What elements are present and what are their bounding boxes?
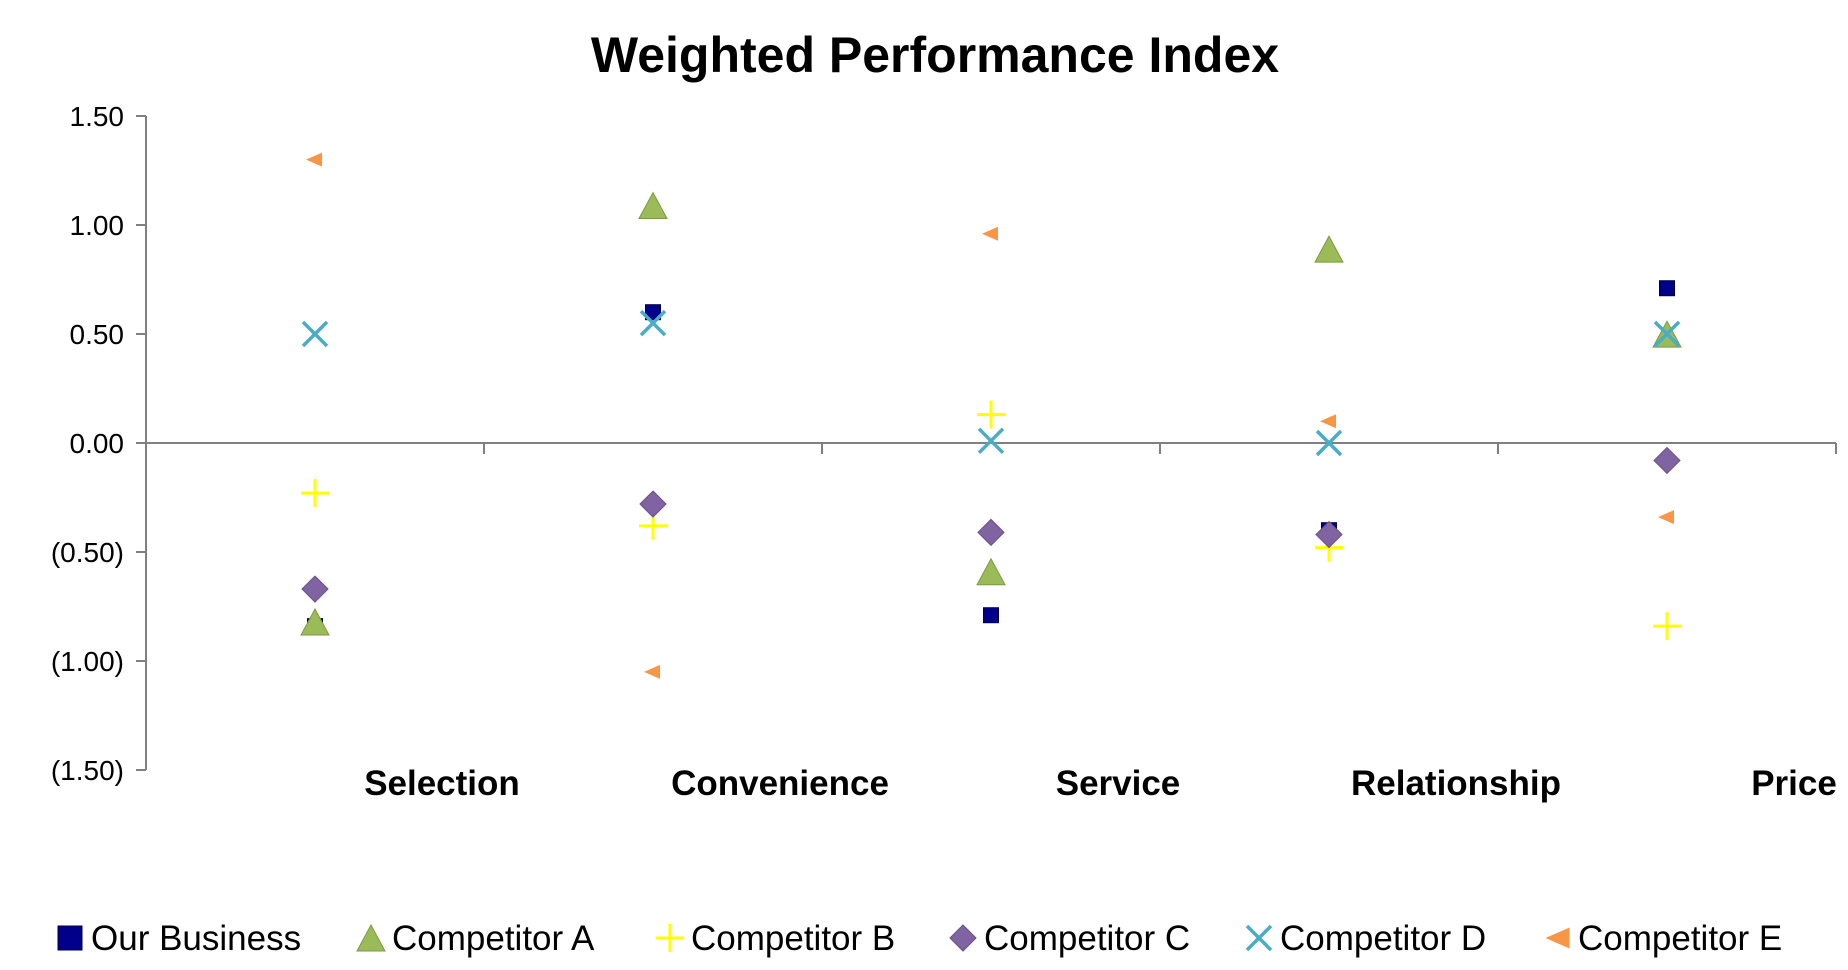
legend-label: Competitor B: [691, 919, 895, 958]
point-competitor-b: [977, 400, 1005, 429]
point-competitor-d: [301, 320, 329, 348]
legend-item-our-business: Our Business: [57, 919, 301, 958]
point-competitor-a: [1314, 235, 1344, 263]
x-stroke-b: [1653, 320, 1681, 348]
point-competitor-e: [982, 226, 998, 241]
y-tick-label: 0.50: [70, 319, 125, 350]
legend-label: Competitor D: [1280, 919, 1486, 958]
point-competitor-a: [976, 557, 1006, 586]
point-competitor-c: [977, 518, 1005, 547]
point-competitor-c: [301, 575, 329, 603]
legend-item-competitor-e: Competitor E: [1545, 919, 1782, 958]
legend: Our Business Competitor A Competitor B Comp…: [57, 919, 1782, 958]
legend-marker: [1245, 924, 1273, 952]
point-competitor-c: [1315, 520, 1343, 549]
legend-label: Competitor A: [392, 919, 595, 958]
point-competitor-e: [1658, 510, 1674, 525]
x-stroke-b: [1315, 429, 1343, 457]
legend-item-competitor-d: Competitor D: [1245, 919, 1486, 958]
chart-title: Weighted Performance Index: [591, 27, 1279, 83]
y-tick-label: 1.00: [70, 210, 125, 241]
legend-marker: [356, 923, 386, 952]
legend-label: Competitor C: [984, 919, 1190, 958]
category-label: Convenience: [671, 764, 889, 803]
legend-item-competitor-b: Competitor B: [656, 919, 895, 958]
y-tick-label: (0.50): [51, 537, 124, 568]
point-competitor-d: [977, 427, 1005, 455]
point-competitor-d: [1653, 320, 1681, 348]
legend-item-competitor-c: Competitor C: [949, 919, 1190, 958]
point-competitor-e: [306, 152, 322, 167]
legend-label: Competitor E: [1578, 919, 1782, 958]
category-label: Service: [1056, 764, 1181, 803]
point-our-business: [1659, 280, 1675, 297]
x-stroke-b: [639, 309, 667, 337]
y-tick-label: 0.00: [70, 428, 125, 459]
x-stroke-b: [977, 427, 1005, 455]
y-tick-label: (1.00): [51, 646, 124, 677]
point-competitor-a: [638, 191, 668, 220]
point-competitor-e: [1320, 414, 1336, 429]
point-competitor-e: [644, 664, 660, 679]
point-competitor-b: [301, 479, 329, 508]
legend-marker: [949, 924, 977, 952]
legend-item-competitor-a: Competitor A: [356, 919, 595, 958]
data-points: [300, 152, 1682, 679]
legend-marker: [656, 924, 684, 952]
point-our-business: [983, 607, 999, 624]
legend-marker: [1545, 927, 1570, 949]
legend-marker: [57, 925, 83, 951]
category-label: Selection: [364, 764, 520, 803]
axes: 1.50 1.00 0.50 0.00 (0.50) (1.00) (1.50) Select…: [51, 101, 1837, 803]
y-tick-label: (1.50): [51, 755, 124, 786]
category-label: Price: [1751, 764, 1837, 803]
x-stroke-b: [1245, 924, 1273, 952]
point-our-business: [645, 304, 661, 321]
point-competitor-c: [1653, 446, 1681, 475]
point-competitor-d: [1315, 429, 1343, 457]
x-stroke-b: [301, 320, 329, 348]
point-competitor-a: [300, 607, 330, 636]
category-label: Relationship: [1351, 764, 1561, 803]
legend-label: Our Business: [91, 919, 301, 958]
y-tick-label: 1.50: [70, 101, 125, 132]
point-competitor-d: [639, 309, 667, 337]
point-competitor-b: [1653, 612, 1681, 641]
point-competitor-c: [639, 490, 667, 518]
